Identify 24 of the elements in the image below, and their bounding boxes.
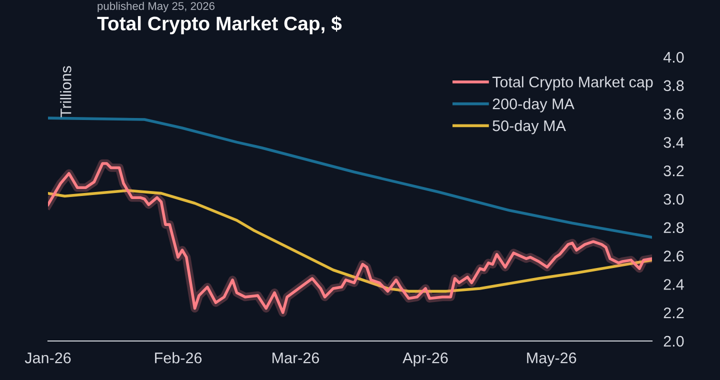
y-axis-title: Trillions (60, 66, 72, 118)
x-tick-label: Mar-26 (272, 352, 319, 364)
legend-label: Total Crypto Market cap (492, 76, 653, 90)
y-tick-label: 3.6 (664, 108, 684, 120)
line-series (48, 116, 652, 239)
chart-title: Total Crypto Market Cap, $ (97, 16, 342, 34)
x-tick-label: Apr-26 (402, 352, 448, 366)
x-tick-label: Jan-26 (24, 352, 71, 364)
chart-subtitle: published May 25, 2026 (98, 2, 214, 12)
line-series (48, 189, 652, 293)
legend-label: 50-day MA (492, 120, 566, 134)
y-tick-label: 4.0 (663, 52, 684, 63)
y-tick-label: 3.4 (664, 137, 684, 148)
x-tick-label: Feb-26 (155, 352, 202, 364)
x-tick-label: May-26 (527, 352, 576, 366)
y-tick-label: 2.0 (664, 336, 684, 347)
y-tick-label: 2.2 (664, 307, 684, 318)
y-tick-label: 2.8 (664, 222, 684, 234)
legend-label: 200-day MA (492, 98, 574, 112)
y-tick-label: 3.0 (664, 194, 684, 205)
y-tick-label: 3.8 (664, 80, 684, 92)
y-tick-label: 2.4 (664, 279, 684, 290)
y-tick-label: 3.2 (664, 165, 684, 176)
y-tick-label: 2.6 (664, 250, 684, 262)
